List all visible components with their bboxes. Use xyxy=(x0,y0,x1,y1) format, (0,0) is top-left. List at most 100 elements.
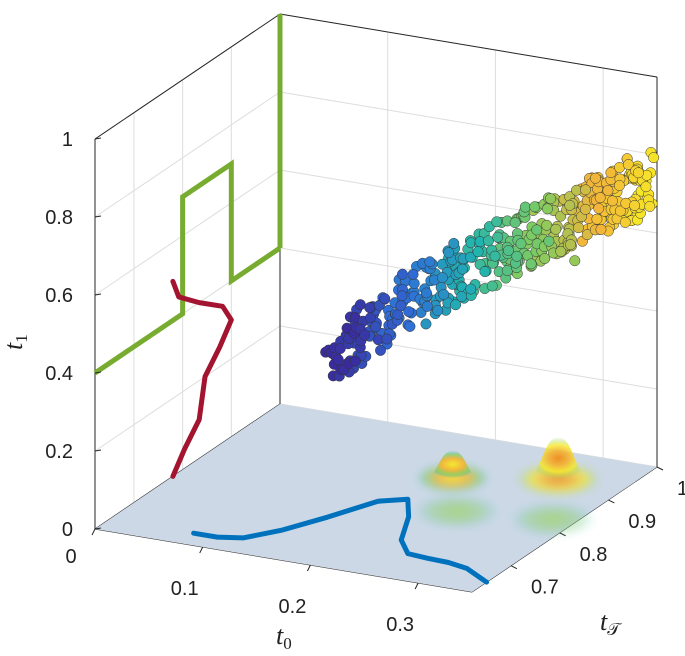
scatter-point xyxy=(555,245,567,257)
floor-base xyxy=(95,404,657,592)
scatter-point xyxy=(579,203,591,215)
scatter-point xyxy=(632,167,644,179)
scatter-point xyxy=(334,343,346,355)
scatter-point xyxy=(531,224,543,236)
scatter-cloud xyxy=(320,147,660,382)
scatter-point xyxy=(443,247,455,259)
scatter-point xyxy=(424,256,436,268)
scatter-point xyxy=(509,217,521,229)
scatter-point xyxy=(354,299,366,311)
scatter-point xyxy=(397,268,408,280)
scatter-point xyxy=(594,192,606,204)
x-tick xyxy=(91,528,96,536)
scatter-point xyxy=(569,255,581,267)
scatter-point xyxy=(525,258,537,270)
z-tick xyxy=(94,527,102,530)
y-tick xyxy=(510,565,518,570)
scatter-point xyxy=(539,253,551,264)
scatter-point xyxy=(456,291,468,302)
scatter-point xyxy=(491,216,503,228)
scatter-point xyxy=(590,172,601,184)
scatter-point xyxy=(404,320,416,332)
scatter-point xyxy=(614,205,626,217)
scatter-point xyxy=(450,299,462,311)
scatter-point xyxy=(465,251,476,263)
scatter-point xyxy=(543,235,555,247)
scatter-point xyxy=(364,302,376,314)
z-gridline xyxy=(94,325,281,452)
scatter-point xyxy=(595,223,607,235)
scatter-point xyxy=(381,333,393,345)
marginal-t1-curve xyxy=(170,278,234,479)
scatter-point xyxy=(432,305,444,316)
tick-labels: 0 0.2 0.4 0.6 0.8 1 0 0.1 0.2 0.3 0.7 0.8 0.9 1 xyxy=(45,129,685,636)
y-tick-label: 1 xyxy=(677,478,685,500)
scatter-point xyxy=(421,287,432,299)
scatter-point xyxy=(607,195,618,207)
x-tick-label: 0.2 xyxy=(279,596,307,618)
scatter-point xyxy=(403,306,415,318)
marginal-t0-curve xyxy=(191,496,490,585)
x-tick xyxy=(414,582,419,590)
marginal-tT-curve xyxy=(93,159,282,376)
z-tick xyxy=(94,215,102,218)
scatter-point xyxy=(465,283,477,295)
scatter-point xyxy=(622,159,634,171)
z-tick xyxy=(94,293,102,296)
scatter-point xyxy=(420,318,432,330)
scatter-point xyxy=(448,237,460,249)
scatter-point xyxy=(629,200,641,211)
scatter-point xyxy=(375,344,386,356)
scatter-point xyxy=(581,229,593,241)
z-gridline xyxy=(94,91,281,218)
scatter-point xyxy=(486,280,498,292)
scatter-point xyxy=(580,184,591,196)
scatter-point xyxy=(359,329,371,341)
floor-peak xyxy=(426,450,479,478)
scatter-point xyxy=(644,200,656,212)
y-tick-label: 0.8 xyxy=(580,544,608,566)
z-gridline xyxy=(279,91,658,156)
scatter-point xyxy=(541,203,553,215)
y-axis-label: t𝒯 xyxy=(600,607,622,639)
scatter-point xyxy=(489,250,501,262)
scatter-point xyxy=(545,193,557,205)
x-tick xyxy=(306,564,311,572)
scatter-point xyxy=(619,216,631,228)
scatter-point xyxy=(421,300,433,312)
scatter-point xyxy=(436,272,448,284)
x-tick-label: 0.3 xyxy=(386,614,414,636)
scatter-point xyxy=(479,266,491,278)
scatter-point xyxy=(602,185,614,196)
scatter-point xyxy=(640,181,652,193)
scatter-point xyxy=(396,290,408,302)
z-tick-label: 0.8 xyxy=(45,207,73,229)
y-tick-label: 0.7 xyxy=(531,577,559,599)
scatter-point xyxy=(408,278,420,289)
z-tick xyxy=(94,371,102,374)
z-tick-label: 0 xyxy=(62,519,73,541)
scatter-point xyxy=(565,239,577,251)
scatter-point xyxy=(395,300,407,312)
x-tick-label: 0.1 xyxy=(171,578,199,600)
y-tick xyxy=(656,466,664,471)
axes-edge xyxy=(279,13,658,78)
scatter-point xyxy=(511,250,523,262)
marginal-curves xyxy=(93,14,490,585)
z-tick-label: 0.6 xyxy=(45,285,73,307)
z-gridline xyxy=(279,247,658,312)
scatter-point xyxy=(349,355,361,367)
floor-glow xyxy=(510,501,596,537)
scatter-point xyxy=(472,246,484,258)
scatter-point xyxy=(564,199,576,211)
floor-glow xyxy=(414,494,500,529)
scatter-point xyxy=(591,213,603,225)
scatter-point xyxy=(438,288,450,300)
z-tick-label: 1 xyxy=(62,129,73,151)
scatter-point xyxy=(515,238,527,250)
floor-peak xyxy=(528,437,589,480)
axes-edge xyxy=(94,13,281,140)
scatter-point xyxy=(407,268,419,280)
